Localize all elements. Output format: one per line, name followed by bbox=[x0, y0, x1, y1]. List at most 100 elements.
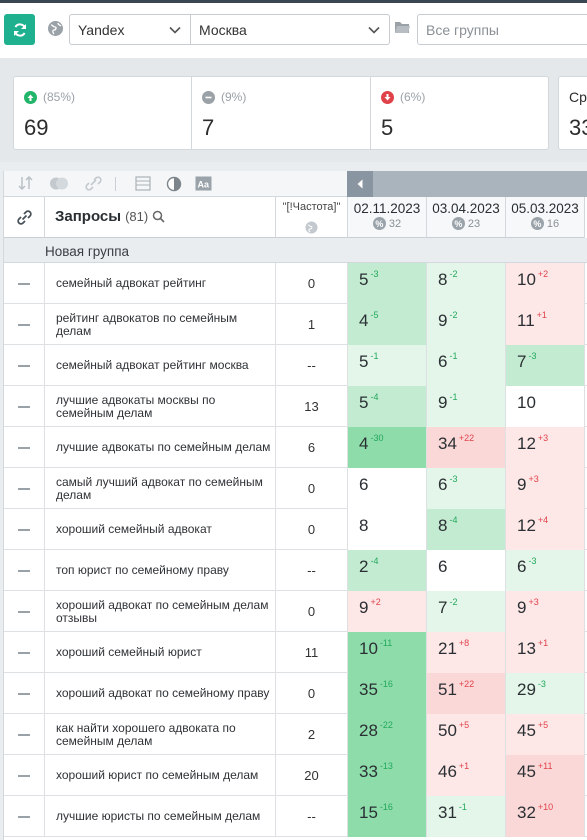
position-cell[interactable]: 32 +10 bbox=[506, 796, 585, 837]
table-row[interactable]: хороший семейный юрист 11 10 -11 21 +8 13 +1 bbox=[4, 632, 587, 673]
position-cell[interactable]: 9 +2 bbox=[348, 591, 427, 632]
links-column-header[interactable] bbox=[4, 197, 45, 238]
frequency-column-header[interactable]: "[!Частота]" bbox=[276, 197, 348, 238]
position-cell[interactable]: 31 -1 bbox=[427, 796, 506, 837]
row-menu-button[interactable] bbox=[4, 796, 45, 837]
group-row[interactable]: Новая группа bbox=[4, 238, 587, 263]
table-icon[interactable] bbox=[135, 176, 151, 191]
position-cell[interactable]: 50 +5 bbox=[427, 714, 506, 755]
position-cell[interactable]: 34 +22 bbox=[427, 427, 506, 468]
folder-icon[interactable] bbox=[394, 20, 411, 35]
query-text[interactable]: самый лучший адвокат по семейным делам bbox=[45, 468, 276, 509]
position-cell[interactable]: 5 -1 bbox=[348, 345, 427, 386]
queries-column-header[interactable]: Запросы (81) bbox=[45, 197, 276, 238]
position-cell[interactable]: 10 -11 bbox=[348, 632, 427, 673]
position-cell[interactable]: 6 -3 bbox=[506, 550, 585, 591]
position-cell[interactable]: 9 -1 bbox=[427, 386, 506, 427]
groups-select[interactable]: Все группы bbox=[417, 14, 587, 45]
position-cell[interactable]: 6 -3 bbox=[427, 468, 506, 509]
position-cell[interactable]: 8 bbox=[348, 509, 427, 550]
table-row[interactable]: лучшие адвокаты москвы по семейным делам… bbox=[4, 386, 587, 427]
query-text[interactable]: хороший семейный юрист bbox=[45, 632, 276, 673]
row-menu-button[interactable] bbox=[4, 550, 45, 591]
row-menu-button[interactable] bbox=[4, 755, 45, 796]
query-text[interactable]: хороший семейный адвокат bbox=[45, 509, 276, 550]
prev-dates-button[interactable] bbox=[347, 171, 373, 197]
position-cell[interactable]: 10 bbox=[506, 386, 585, 427]
table-row[interactable]: хороший юрист по семейным делам 20 33 -13 46… bbox=[4, 755, 587, 796]
table-row[interactable]: семейный адвокат рейтинг 0 5 -3 8 -2 10 +2 bbox=[4, 263, 587, 304]
search-engine-select[interactable]: Yandex bbox=[69, 14, 191, 45]
refresh-button[interactable] bbox=[4, 14, 35, 45]
row-menu-button[interactable] bbox=[4, 345, 45, 386]
position-cell[interactable]: 6 bbox=[427, 550, 506, 591]
region-select[interactable]: Москва bbox=[190, 14, 390, 45]
link-icon[interactable] bbox=[85, 176, 102, 191]
font-size-icon[interactable]: Aa bbox=[195, 176, 212, 191]
query-text[interactable]: лучшие адвокаты москвы по семейным делам bbox=[45, 386, 276, 427]
position-cell[interactable]: 7 -3 bbox=[506, 345, 585, 386]
position-cell[interactable]: 29 -3 bbox=[506, 673, 585, 714]
query-text[interactable]: как найти хорошего адвоката по семейным … bbox=[45, 714, 276, 755]
table-row[interactable]: хороший адвокат по семейному праву 0 35 -16… bbox=[4, 673, 587, 714]
position-cell[interactable]: 5 -3 bbox=[348, 263, 427, 304]
position-cell[interactable]: 15 -16 bbox=[348, 796, 427, 837]
position-cell[interactable]: 46 +1 bbox=[427, 755, 506, 796]
table-row[interactable]: семейный адвокат рейтинг москва -- 5 -1 6 -1 7… bbox=[4, 345, 587, 386]
query-text[interactable]: хороший юрист по семейным делам bbox=[45, 755, 276, 796]
row-menu-button[interactable] bbox=[4, 263, 45, 304]
table-row[interactable]: лучшие юристы по семейным делам -- 15 -16 31… bbox=[4, 796, 587, 837]
position-cell[interactable]: 21 +8 bbox=[427, 632, 506, 673]
query-text[interactable]: семейный адвокат рейтинг bbox=[45, 263, 276, 304]
position-cell[interactable]: 7 -2 bbox=[427, 591, 506, 632]
position-cell[interactable]: 51 +22 bbox=[427, 673, 506, 714]
position-cell[interactable]: 9 -2 bbox=[427, 304, 506, 345]
table-row[interactable]: хороший семейный адвокат 0 8 8 -4 12 +4 bbox=[4, 509, 587, 550]
position-cell[interactable]: 4 -30 bbox=[348, 427, 427, 468]
table-row[interactable]: лучшие адвокаты по семейным делам 6 4 -30 34… bbox=[4, 427, 587, 468]
row-menu-button[interactable] bbox=[4, 468, 45, 509]
toggle-icon[interactable] bbox=[49, 176, 69, 191]
row-menu-button[interactable] bbox=[4, 591, 45, 632]
query-text[interactable]: семейный адвокат рейтинг москва bbox=[45, 345, 276, 386]
query-text[interactable]: лучшие адвокаты по семейным делам bbox=[45, 427, 276, 468]
search-icon[interactable] bbox=[152, 210, 165, 223]
position-cell[interactable]: 6 bbox=[348, 468, 427, 509]
date-column-header[interactable]: 03.04.2023 % 23 bbox=[427, 197, 506, 238]
table-row[interactable]: топ юрист по семейному праву -- 2 -4 6 6 -3 bbox=[4, 550, 587, 591]
position-cell[interactable]: 13 +1 bbox=[506, 632, 585, 673]
sort-icon[interactable] bbox=[18, 176, 34, 191]
row-menu-button[interactable] bbox=[4, 427, 45, 468]
row-menu-button[interactable] bbox=[4, 632, 45, 673]
query-text[interactable]: топ юрист по семейному праву bbox=[45, 550, 276, 591]
position-cell[interactable]: 8 -2 bbox=[427, 263, 506, 304]
query-text[interactable]: лучшие юристы по семейным делам bbox=[45, 796, 276, 837]
query-text[interactable]: хороший адвокат по семейному праву bbox=[45, 673, 276, 714]
position-cell[interactable]: 12 +4 bbox=[506, 509, 585, 550]
globe-icon[interactable] bbox=[47, 20, 64, 37]
position-cell[interactable]: 2 -4 bbox=[348, 550, 427, 591]
date-column-header[interactable]: 02.11.2023 % 32 bbox=[348, 197, 427, 238]
position-cell[interactable]: 4 -5 bbox=[348, 304, 427, 345]
position-cell[interactable]: 28 -22 bbox=[348, 714, 427, 755]
position-cell[interactable]: 6 -1 bbox=[427, 345, 506, 386]
query-text[interactable]: рейтинг адвокатов по семейным делам bbox=[45, 304, 276, 345]
position-cell[interactable]: 35 -16 bbox=[348, 673, 427, 714]
row-menu-button[interactable] bbox=[4, 714, 45, 755]
position-cell[interactable]: 5 -4 bbox=[348, 386, 427, 427]
position-cell[interactable]: 11 +1 bbox=[506, 304, 585, 345]
position-cell[interactable]: 45 +11 bbox=[506, 755, 585, 796]
query-text[interactable]: хороший адвокат по семейным делам отзывы bbox=[45, 591, 276, 632]
position-cell[interactable]: 10 +2 bbox=[506, 263, 585, 304]
position-cell[interactable]: 9 +3 bbox=[506, 591, 585, 632]
row-menu-button[interactable] bbox=[4, 509, 45, 550]
position-cell[interactable]: 12 +3 bbox=[506, 427, 585, 468]
table-row[interactable]: хороший адвокат по семейным делам отзывы… bbox=[4, 591, 587, 632]
table-row[interactable]: рейтинг адвокатов по семейным делам 1 4 -5 9… bbox=[4, 304, 587, 345]
table-row[interactable]: самый лучший адвокат по семейным делам 0 6… bbox=[4, 468, 587, 509]
position-cell[interactable]: 45 +5 bbox=[506, 714, 585, 755]
position-cell[interactable]: 33 -13 bbox=[348, 755, 427, 796]
row-menu-button[interactable] bbox=[4, 386, 45, 427]
position-cell[interactable]: 8 -4 bbox=[427, 509, 506, 550]
row-menu-button[interactable] bbox=[4, 304, 45, 345]
